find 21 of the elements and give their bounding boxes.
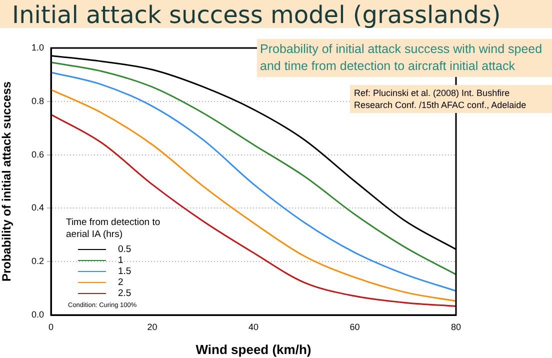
legend-label: 1 xyxy=(118,255,124,266)
y-axis-title: Probability of initial attack success xyxy=(0,81,14,282)
x-tick-label: 0 xyxy=(48,322,54,332)
legend-label: 2.5 xyxy=(118,288,132,299)
x-tick-label: 40 xyxy=(248,322,259,332)
legend-label: 0.5 xyxy=(118,244,132,255)
y-tick-label: 0.0 xyxy=(31,309,44,320)
legend-label: 2 xyxy=(118,277,124,288)
x-tick-label: 20 xyxy=(147,322,158,332)
y-tick-label: 1.0 xyxy=(31,42,44,52)
y-tick-label: 0.4 xyxy=(31,202,44,213)
legend-title: Time from detection to aerial IA (hrs) xyxy=(66,217,162,241)
y-tick-label: 0.8 xyxy=(31,96,44,106)
x-axis-title: Wind speed (km/h) xyxy=(196,342,312,357)
x-tick-label: 80 xyxy=(450,322,462,332)
chart-subtitle: Probability of initial attack success with wind speed and time from detection to aircraft initial attack xyxy=(257,39,552,77)
y-tick-label: 0.2 xyxy=(31,256,44,266)
y-tick-label: 0.6 xyxy=(31,149,44,160)
x-tick-label: 60 xyxy=(350,322,360,332)
legend-label: 1.5 xyxy=(118,266,132,277)
chart-title: Initial attack success model (grasslands) xyxy=(12,1,501,29)
